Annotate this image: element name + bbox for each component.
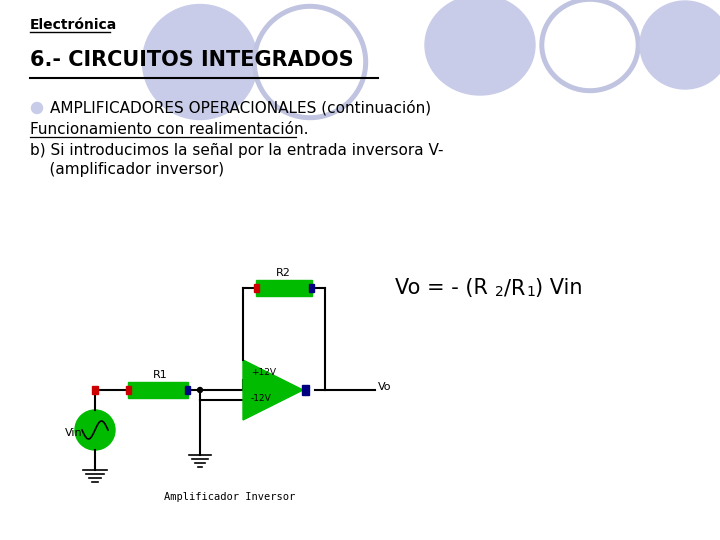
Text: b) Si introducimos la señal por la entrada inversora V-: b) Si introducimos la señal por la entra… — [30, 143, 444, 158]
Text: R2: R2 — [276, 268, 291, 278]
Text: AMPLIFICADORES OPERACIONALES (continuación): AMPLIFICADORES OPERACIONALES (continuaci… — [50, 100, 431, 116]
Text: -12V: -12V — [251, 394, 271, 403]
Circle shape — [197, 388, 202, 393]
Text: 1: 1 — [526, 285, 535, 299]
Text: +12V: +12V — [251, 368, 276, 377]
Ellipse shape — [258, 10, 362, 114]
Text: 6.- CIRCUITOS INTEGRADOS: 6.- CIRCUITOS INTEGRADOS — [30, 50, 354, 70]
Bar — [185, 386, 190, 394]
Bar — [126, 386, 131, 394]
Text: Electrónica: Electrónica — [30, 18, 117, 32]
Bar — [128, 382, 188, 398]
Text: R1: R1 — [153, 370, 168, 380]
Ellipse shape — [545, 3, 635, 87]
Ellipse shape — [425, 0, 535, 95]
Ellipse shape — [640, 1, 720, 89]
Text: Amplificador Inversor: Amplificador Inversor — [164, 492, 296, 502]
Circle shape — [75, 410, 115, 450]
Bar — [92, 386, 98, 394]
Ellipse shape — [143, 4, 258, 119]
Text: Funcionamiento con realimentación.: Funcionamiento con realimentación. — [30, 122, 308, 137]
Text: Vo: Vo — [378, 382, 392, 392]
Text: (amplificador inversor): (amplificador inversor) — [30, 162, 224, 177]
Polygon shape — [243, 360, 303, 420]
Text: ) Vin: ) Vin — [535, 278, 582, 298]
Text: Vin: Vin — [65, 428, 83, 438]
Text: 2: 2 — [495, 285, 504, 299]
Ellipse shape — [540, 0, 640, 92]
Bar — [256, 280, 312, 296]
Bar — [254, 284, 259, 292]
Bar — [302, 385, 309, 395]
Text: Vo = - (R: Vo = - (R — [395, 278, 488, 298]
Text: /R: /R — [504, 278, 526, 298]
Circle shape — [32, 103, 42, 113]
Bar — [309, 284, 314, 292]
Ellipse shape — [253, 4, 367, 119]
